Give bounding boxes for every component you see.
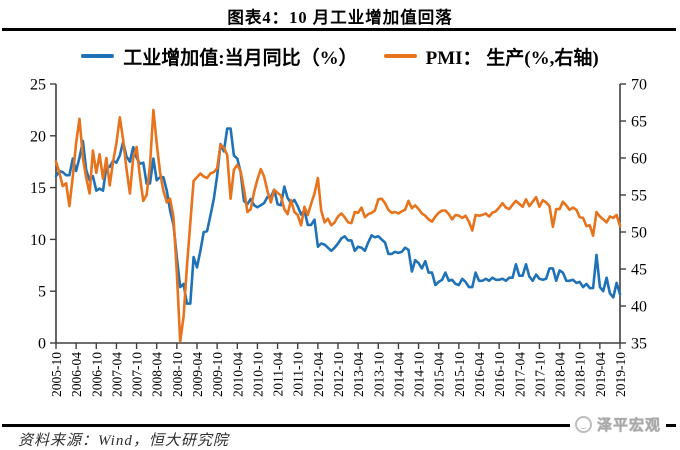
source-note: 资料来源：Wind，恒大研究院 bbox=[18, 433, 229, 449]
industrial-line-swatch-icon bbox=[81, 54, 115, 58]
y-axis-left-label: 15 bbox=[30, 180, 46, 197]
x-axis-label: 2007-10 bbox=[130, 352, 145, 397]
series-line-industrial bbox=[54, 127, 622, 305]
x-axis-label: 2017-04 bbox=[512, 352, 527, 397]
x-axis-label: 2018-04 bbox=[553, 352, 568, 397]
x-axis-label: 2006-04 bbox=[69, 352, 84, 397]
series-line-pmi bbox=[54, 108, 622, 343]
top-rule bbox=[2, 28, 676, 31]
y-axis-left-label: 25 bbox=[30, 77, 46, 94]
legend-item-industrial: 工业增加值:当月同比（%） bbox=[81, 43, 358, 70]
pmi-line-swatch-icon bbox=[383, 54, 417, 58]
y-axis-right-label: 40 bbox=[631, 299, 647, 316]
x-axis-label: 2013-10 bbox=[371, 352, 386, 397]
bottom-rule bbox=[2, 424, 676, 427]
x-axis-label: 2006-10 bbox=[89, 352, 104, 397]
y-axis-left-label: 0 bbox=[38, 336, 46, 353]
y-axis-right-label: 65 bbox=[631, 114, 647, 131]
legend-item-pmi: PMI： 生产(%,右轴) bbox=[383, 43, 599, 70]
watermark-logo-icon bbox=[574, 415, 592, 433]
x-axis-label: 2019-04 bbox=[593, 352, 608, 397]
y-axis-left-label: 10 bbox=[30, 232, 46, 249]
watermark-text: 泽平宏观 bbox=[596, 417, 661, 434]
x-axis-label: 2016-04 bbox=[472, 352, 487, 397]
y-axis-left-label: 20 bbox=[30, 128, 46, 145]
y-axis-right-label: 35 bbox=[631, 336, 647, 353]
chart-legend: 工业增加值:当月同比（%） PMI： 生产(%,右轴) bbox=[0, 40, 680, 72]
y-axis-right-label: 60 bbox=[631, 151, 647, 168]
x-axis-label: 2009-04 bbox=[190, 352, 205, 397]
x-axis-label: 2007-04 bbox=[109, 352, 124, 397]
y-axis-left-label: 5 bbox=[38, 284, 46, 301]
x-axis-label: 2008-04 bbox=[150, 352, 165, 397]
x-axis-label: 2011-04 bbox=[271, 352, 286, 397]
watermark: 泽平宏观 bbox=[569, 411, 666, 437]
x-axis-label: 2012-04 bbox=[311, 352, 326, 397]
x-axis-label: 2009-10 bbox=[210, 352, 225, 397]
legend-label-industrial: 工业增加值:当月同比（%） bbox=[123, 47, 358, 69]
dual-axis-line-chart: 0 5 10 15 20 25 35 40 45 50 55 60 65 70 2005-10 2006-04… bbox=[30, 77, 647, 398]
x-axis-label: 2018-10 bbox=[573, 352, 588, 397]
y-axis-right-label: 55 bbox=[631, 188, 647, 205]
x-axis-label: 2010-10 bbox=[250, 352, 265, 397]
y-axis-right-label: 45 bbox=[631, 262, 647, 279]
x-axis-label: 2010-04 bbox=[230, 352, 245, 397]
x-axis-label: 2017-10 bbox=[532, 352, 547, 397]
x-axis-label: 2011-10 bbox=[291, 352, 306, 397]
x-axis-label: 2005-10 bbox=[49, 352, 64, 397]
x-axis-label: 2019-10 bbox=[613, 352, 628, 397]
x-axis-label: 2014-10 bbox=[412, 352, 427, 397]
x-axis-label: 2015-10 bbox=[452, 352, 467, 397]
x-axis-label: 2008-10 bbox=[170, 352, 185, 397]
chart-title: 图表4：10 月工业增加值回落 bbox=[227, 8, 453, 27]
y-axis-right-label: 70 bbox=[631, 77, 647, 94]
x-axis-label: 2013-04 bbox=[351, 352, 366, 397]
x-axis-label: 2015-04 bbox=[432, 352, 447, 397]
x-axis-label: 2014-04 bbox=[391, 352, 406, 397]
x-axis-label: 2012-10 bbox=[331, 352, 346, 397]
x-axis-label: 2016-10 bbox=[492, 352, 507, 397]
y-axis-right-label: 50 bbox=[631, 225, 647, 242]
legend-label-pmi: PMI： 生产(%,右轴) bbox=[425, 47, 599, 69]
